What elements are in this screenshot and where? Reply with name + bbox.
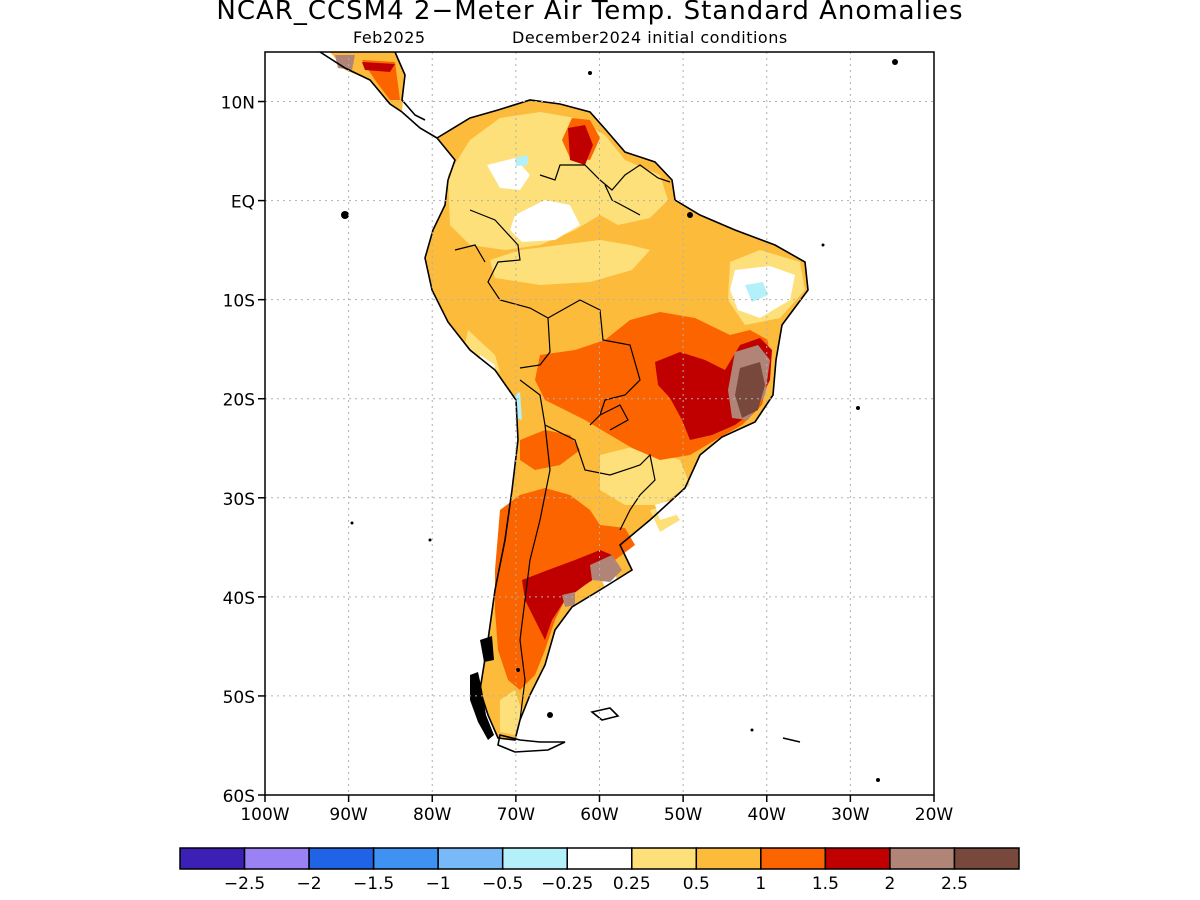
chilean-archipelago	[470, 636, 494, 740]
country-borders	[454, 164, 671, 721]
colorbar-swatch	[631, 847, 698, 870]
colorbar-label: −1.5	[353, 874, 394, 894]
forecast-month: Feb2025	[353, 28, 426, 47]
colorbar-label: 0.5	[683, 874, 710, 894]
lat-tick-label: 50S	[223, 688, 255, 708]
anomaly-0p25-0p5	[448, 112, 805, 735]
colorbar-label: −2.5	[224, 874, 265, 894]
colorbar-swatch	[695, 847, 762, 870]
lat-tick-label: 20S	[223, 391, 255, 411]
falklands	[590, 707, 620, 721]
lon-tick-label: 40W	[748, 805, 787, 825]
lon-tick-label: 20W	[915, 805, 954, 825]
lon-tick-label: 60W	[580, 805, 619, 825]
lon-tick-label: 90W	[329, 805, 368, 825]
anomaly-near-zero	[478, 158, 795, 588]
colorbar-swatch	[243, 847, 310, 870]
colorbar-swatch	[566, 847, 633, 870]
colorbar-label: −0.5	[482, 874, 523, 894]
colorbar-label: −2	[297, 874, 322, 894]
colorbar-swatch	[953, 847, 1020, 870]
lon-tick-label: 30W	[831, 805, 870, 825]
tierra-del-fuego	[497, 734, 566, 753]
anomaly-fields	[319, 52, 898, 782]
south-america-coast	[424, 99, 809, 741]
colorbar-swatch	[308, 847, 375, 870]
colorbar-label: −0.25	[541, 874, 593, 894]
lat-tick-label: 30S	[223, 490, 255, 510]
colorbar-swatch	[372, 847, 439, 870]
central-america-coast	[319, 52, 438, 139]
lat-tick-label: 10N	[221, 94, 255, 114]
lat-tick-label: EQ	[231, 193, 255, 213]
colorbar-label: 0.25	[613, 874, 651, 894]
color-legend: −2.5 −2 −1.5 −1 −0.5 −0.25 0.25 0.5 1 1.5 2 2.5	[179, 847, 1020, 894]
lat-tick-label: 40S	[223, 589, 255, 609]
colorbar-label: 1	[755, 874, 766, 894]
islands-lakes	[341, 59, 898, 782]
colorbar-label: 1.5	[812, 874, 839, 894]
colorbar-swatch	[760, 847, 827, 870]
lon-tick-label: 80W	[413, 805, 452, 825]
colorbar-swatch	[501, 847, 568, 870]
colorbar-label: 2.5	[941, 874, 968, 894]
lon-tick-label: 100W	[240, 805, 289, 825]
colorbar-label: −1	[426, 874, 451, 894]
graticule	[265, 52, 934, 795]
south-georgia	[782, 737, 801, 743]
anomaly-over-2p5	[735, 362, 765, 418]
lon-tick-label: 50W	[664, 805, 703, 825]
initial-conditions: December2024 initial conditions	[512, 28, 788, 47]
coastlines	[319, 52, 809, 753]
lat-tick-label: 10S	[223, 292, 255, 312]
central-america-north-coast	[394, 52, 426, 121]
lon-tick-label: 70W	[497, 805, 536, 825]
colorbar-swatch	[437, 847, 504, 870]
colorbar-swatch	[824, 847, 891, 870]
lat-tick-label: 60S	[223, 787, 255, 807]
colorbar-swatch	[179, 847, 246, 870]
colorbar-label: 2	[885, 874, 896, 894]
map-title: NCAR_CCSM4 2−Meter Air Temp. Standard An…	[216, 0, 964, 26]
colorbar-swatch	[889, 847, 956, 870]
